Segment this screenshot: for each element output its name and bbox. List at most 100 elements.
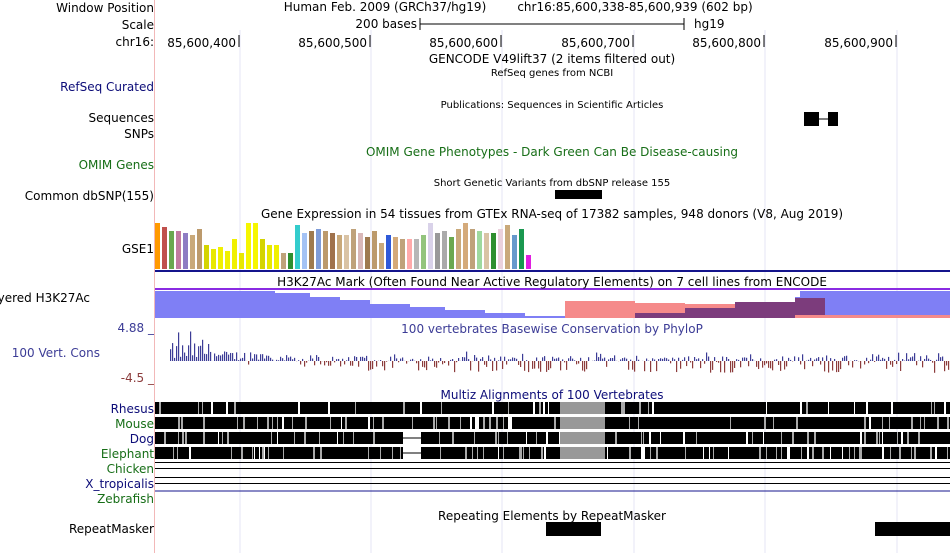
cons-bar-pos: [214, 353, 216, 361]
gtex-tissue-bar[interactable]: [358, 233, 363, 269]
gtex-tissue-bar[interactable]: [449, 237, 454, 269]
track-canvas[interactable]: Human Feb. 2009 (GRCh37/hg19) chr16:85,6…: [155, 0, 950, 553]
snps-track-label[interactable]: SNPs: [124, 127, 154, 141]
gtex-tissue-bar[interactable]: [295, 225, 300, 269]
gtex-tissue-bar[interactable]: [526, 255, 531, 269]
species-label-chicken[interactable]: Chicken: [106, 462, 154, 476]
gtex-tissue-bar[interactable]: [505, 225, 510, 269]
alignment-gap: [685, 447, 686, 459]
gtex-tissue-bar[interactable]: [155, 223, 160, 269]
species-label-mouse[interactable]: Mouse: [115, 417, 154, 431]
gtex-tissue-bar[interactable]: [484, 233, 489, 269]
gtex-tissue-bar[interactable]: [309, 231, 314, 269]
cons-bar-pos: [464, 357, 466, 361]
cons-bar-pos: [282, 358, 284, 361]
h3k27ac-layers[interactable]: [155, 288, 950, 318]
gtex-tissue-bar[interactable]: [169, 231, 174, 269]
gtex-tissue-bar[interactable]: [267, 245, 272, 269]
species-label-dog[interactable]: Dog: [129, 432, 154, 446]
cons-bar-neg: [628, 361, 630, 370]
gtex-tissue-bar[interactable]: [218, 247, 223, 269]
gtex-tissue-bar[interactable]: [442, 231, 447, 269]
cons-bar-pos: [410, 359, 412, 361]
gtex-tissue-bar[interactable]: [344, 235, 349, 269]
gtex-tissue-bar[interactable]: [407, 239, 412, 269]
gtex-tissue-bar[interactable]: [246, 223, 251, 269]
gtex-tissue-bar[interactable]: [260, 239, 265, 269]
species-label-x-tropicalis[interactable]: X_tropicalis: [85, 477, 154, 491]
gtex-tissue-bar[interactable]: [337, 235, 342, 269]
gtex-tissue-bar[interactable]: [225, 251, 230, 269]
gtex-tissue-bar[interactable]: [176, 231, 181, 269]
gtex-tissue-bar[interactable]: [393, 237, 398, 269]
gtex-tissue-bar[interactable]: [463, 223, 468, 269]
gtex-tissue-bar[interactable]: [470, 229, 475, 269]
cons-bar-neg: [328, 361, 330, 366]
gtex-tissue-bar[interactable]: [253, 223, 258, 269]
refseq-track-label[interactable]: RefSeq Curated: [60, 80, 154, 94]
gtex-tissue-bar[interactable]: [204, 245, 209, 269]
cons-track-label[interactable]: 100 Vert. Cons: [11, 346, 100, 360]
gtex-tissue-bar[interactable]: [183, 233, 188, 269]
cons-bar-neg: [734, 361, 736, 368]
repeatmasker-track-label[interactable]: RepeatMasker: [68, 522, 154, 536]
gtex-tissue-bar[interactable]: [379, 243, 384, 269]
cons-bar-pos: [176, 346, 178, 361]
multiz-alignments[interactable]: [155, 402, 950, 492]
gtex-tissue-bar[interactable]: [400, 239, 405, 269]
repeat-element[interactable]: [875, 522, 950, 536]
base-ruler[interactable]: 85,600,400 85,600,500 85,600,600 85,600,…: [167, 35, 897, 50]
gtex-tissue-bar[interactable]: [519, 229, 524, 269]
gtex-tissue-bar[interactable]: [386, 235, 391, 269]
gtex-tissue-bar[interactable]: [274, 245, 279, 269]
species-label-rhesus[interactable]: Rhesus: [110, 402, 154, 416]
cons-bar-pos: [894, 359, 896, 361]
gtex-tissue-bar[interactable]: [491, 233, 496, 269]
repeat-element[interactable]: [546, 522, 601, 536]
gtex-tissue-bar[interactable]: [428, 223, 433, 269]
gtex-tissue-bar[interactable]: [421, 235, 426, 269]
species-label-zebrafish[interactable]: Zebrafish: [97, 492, 154, 506]
gtex-tissue-bar[interactable]: [477, 231, 482, 269]
gtex-tissue-bar[interactable]: [232, 239, 237, 269]
cons-bar-neg: [766, 361, 768, 364]
omim-track-label[interactable]: OMIM Genes: [78, 158, 154, 172]
alignment-gap: [621, 402, 623, 414]
gtex-tissue-bar[interactable]: [239, 253, 244, 269]
gtex-tissue-bar[interactable]: [372, 231, 377, 269]
sequences-track-label[interactable]: Sequences: [88, 111, 154, 125]
gtex-tissue-bar[interactable]: [281, 253, 286, 269]
gse-track-label[interactable]: GSE1: [121, 242, 154, 256]
gtex-tissue-bar[interactable]: [211, 249, 216, 269]
gtex-tissue-bar[interactable]: [512, 235, 517, 269]
gtex-tissue-bar[interactable]: [414, 239, 419, 269]
cons-bar-pos: [180, 356, 182, 361]
dbsnp-variant[interactable]: [555, 190, 602, 199]
gtex-tissue-bar[interactable]: [498, 229, 503, 269]
gencode-title[interactable]: GENCODE V49lift37 (2 items filtered out): [429, 52, 675, 66]
cons-bar-pos: [498, 360, 500, 361]
species-label-elephant[interactable]: Elephant: [100, 447, 154, 461]
gtex-bar-chart[interactable]: [155, 223, 531, 269]
conservation-wiggle[interactable]: [170, 331, 950, 373]
cons-bar-pos: [544, 356, 546, 361]
gtex-tissue-bar[interactable]: [288, 253, 293, 269]
gtex-tissue-bar[interactable]: [316, 229, 321, 269]
dbsnp-track-label[interactable]: Common dbSNP(155): [24, 189, 154, 203]
gtex-tissue-bar[interactable]: [351, 229, 356, 269]
h3k27ac-track-label[interactable]: Layered H3K27Ac: [0, 291, 90, 305]
track-data-area[interactable]: Human Feb. 2009 (GRCh37/hg19) chr16:85,6…: [155, 0, 950, 553]
gtex-tissue-bar[interactable]: [365, 237, 370, 269]
gtex-tissue-bar[interactable]: [162, 227, 167, 269]
gtex-tissue-bar[interactable]: [190, 235, 195, 269]
gtex-tissue-bar[interactable]: [456, 229, 461, 269]
gtex-tissue-bar[interactable]: [323, 231, 328, 269]
cons-bar-neg: [768, 361, 770, 368]
gtex-tissue-bar[interactable]: [302, 233, 307, 269]
gtex-tissue-bar[interactable]: [330, 233, 335, 269]
sequence-feature[interactable]: [804, 112, 838, 126]
cons-bar-pos: [188, 345, 190, 361]
cons-bar-pos: [776, 359, 778, 361]
gtex-tissue-bar[interactable]: [197, 229, 202, 269]
gtex-tissue-bar[interactable]: [435, 233, 440, 269]
